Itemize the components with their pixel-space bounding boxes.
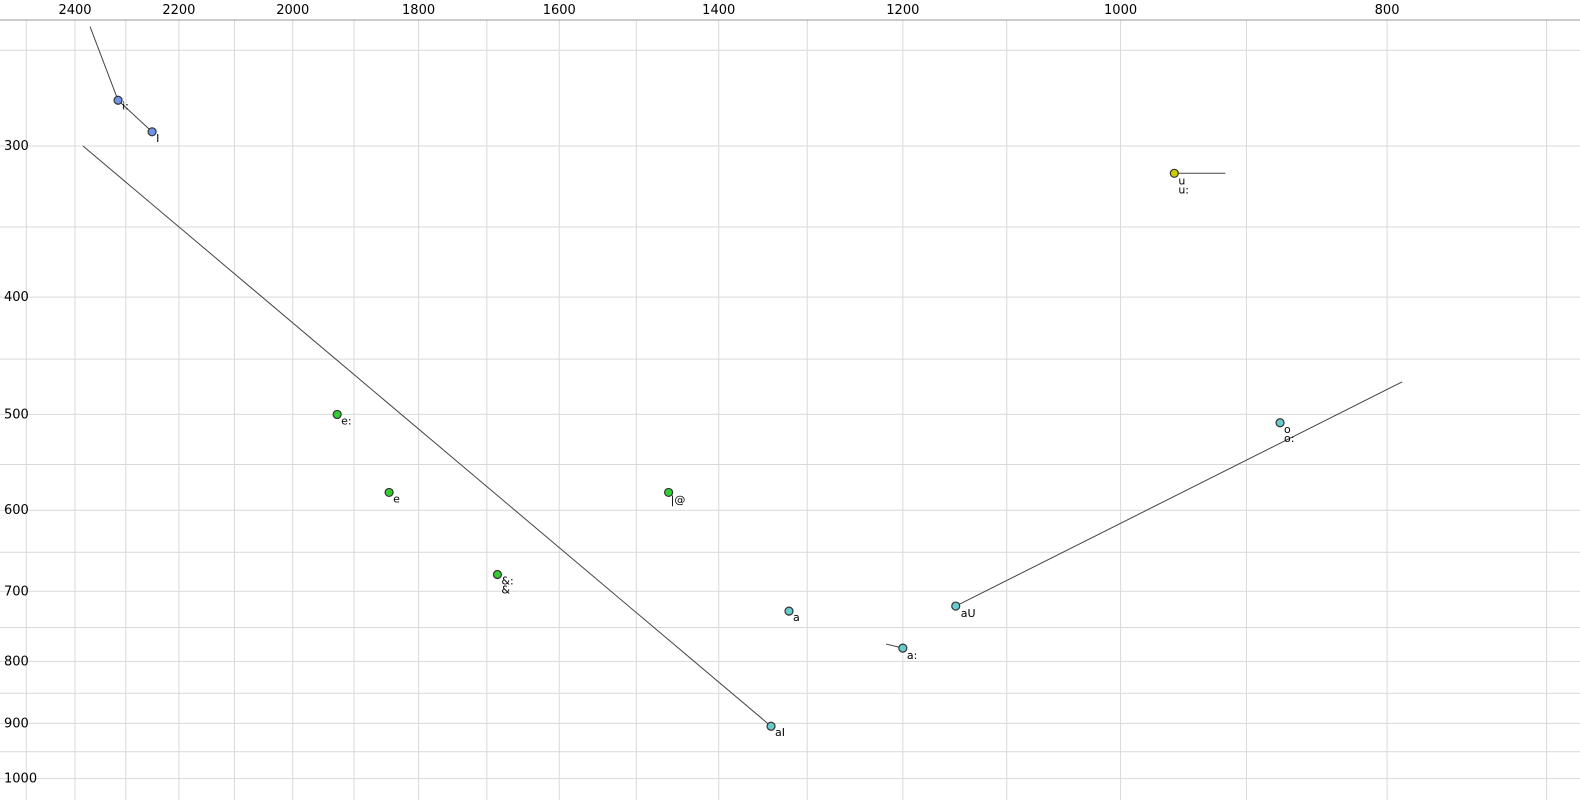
vowel-label-a: a: [793, 611, 800, 624]
gridlines: [0, 20, 1580, 800]
vowel-point-i:: [113, 95, 123, 105]
vowel-point-u: [1169, 168, 1179, 178]
y-tick-label-900: 900: [4, 716, 29, 731]
vowel-point-&:: [492, 569, 503, 580]
y-tick-label-500: 500: [4, 407, 29, 422]
trajectory-i-colon-glide: [89, 26, 119, 101]
y-tick-label-300: 300: [4, 139, 29, 154]
y-tick-label-700: 700: [4, 584, 29, 599]
vowel-trajectories: [82, 26, 1403, 727]
vowel-label-a:: a:: [907, 649, 917, 662]
x-tick-label-800: 800: [1375, 3, 1400, 18]
x-tick-label-1600: 1600: [543, 3, 576, 18]
vowel-label-i:: i:: [122, 99, 129, 112]
vowel-label-&: &: [501, 583, 510, 596]
x-tick-label-1000: 1000: [1104, 3, 1137, 18]
vowel-label-e: e: [393, 492, 400, 505]
x-tick-labels: 2400 2200 2000 1800 1600 1400 1200 1000 800: [58, 3, 1399, 18]
vowel-point-o: [1275, 418, 1285, 428]
vowel-point-aU: [951, 601, 961, 611]
y-tick-label-800: 800: [4, 654, 29, 669]
x-tick-label-1400: 1400: [702, 3, 735, 18]
vowel-labels: i: Iuu: e: e &:& |@ a a: aI aU oo:: [122, 99, 1294, 739]
x-tick-label-1200: 1200: [886, 3, 919, 18]
vowel-points: [113, 95, 1285, 731]
vowel-point-|@: [664, 487, 674, 498]
vowel-point-I: [147, 127, 157, 137]
vowel-label-aI: aI: [775, 726, 785, 739]
x-tick-label-2200: 2200: [162, 3, 195, 18]
vowel-label-o:: o:: [1284, 432, 1294, 445]
trajectory-i-colon-to-I: [117, 99, 153, 133]
trajectory-aI-glide: [82, 145, 772, 727]
vowel-label-o: o: [1284, 423, 1291, 436]
vowel-label-u:: u:: [1178, 183, 1189, 196]
trajectory-aU-glide: [955, 381, 1403, 607]
x-tick-label-1800: 1800: [402, 3, 435, 18]
x-tick-label-2000: 2000: [276, 3, 309, 18]
y-tick-label-600: 600: [4, 503, 29, 518]
vowel-point-aI: [766, 721, 776, 731]
vowel-label-u: u: [1178, 174, 1185, 187]
vowel-label-e:: e:: [341, 414, 351, 427]
vowel-label-&:: &:: [501, 574, 513, 587]
vowel-point-a: [784, 606, 794, 616]
vowel-point-a:: [898, 643, 908, 653]
y-tick-labels: 300 400 500 600 700 800 900 1000: [4, 139, 37, 787]
vowel-point-e: [384, 487, 394, 498]
y-tick-label-400: 400: [4, 290, 29, 305]
vowel-label-|@: |@: [671, 493, 686, 506]
vowel-point-e:: [332, 409, 342, 420]
x-tick-label-2400: 2400: [58, 3, 91, 18]
vowel-label-I: I: [156, 132, 159, 145]
y-tick-label-1000: 1000: [4, 772, 37, 787]
vowel-label-aU: aU: [961, 607, 976, 620]
